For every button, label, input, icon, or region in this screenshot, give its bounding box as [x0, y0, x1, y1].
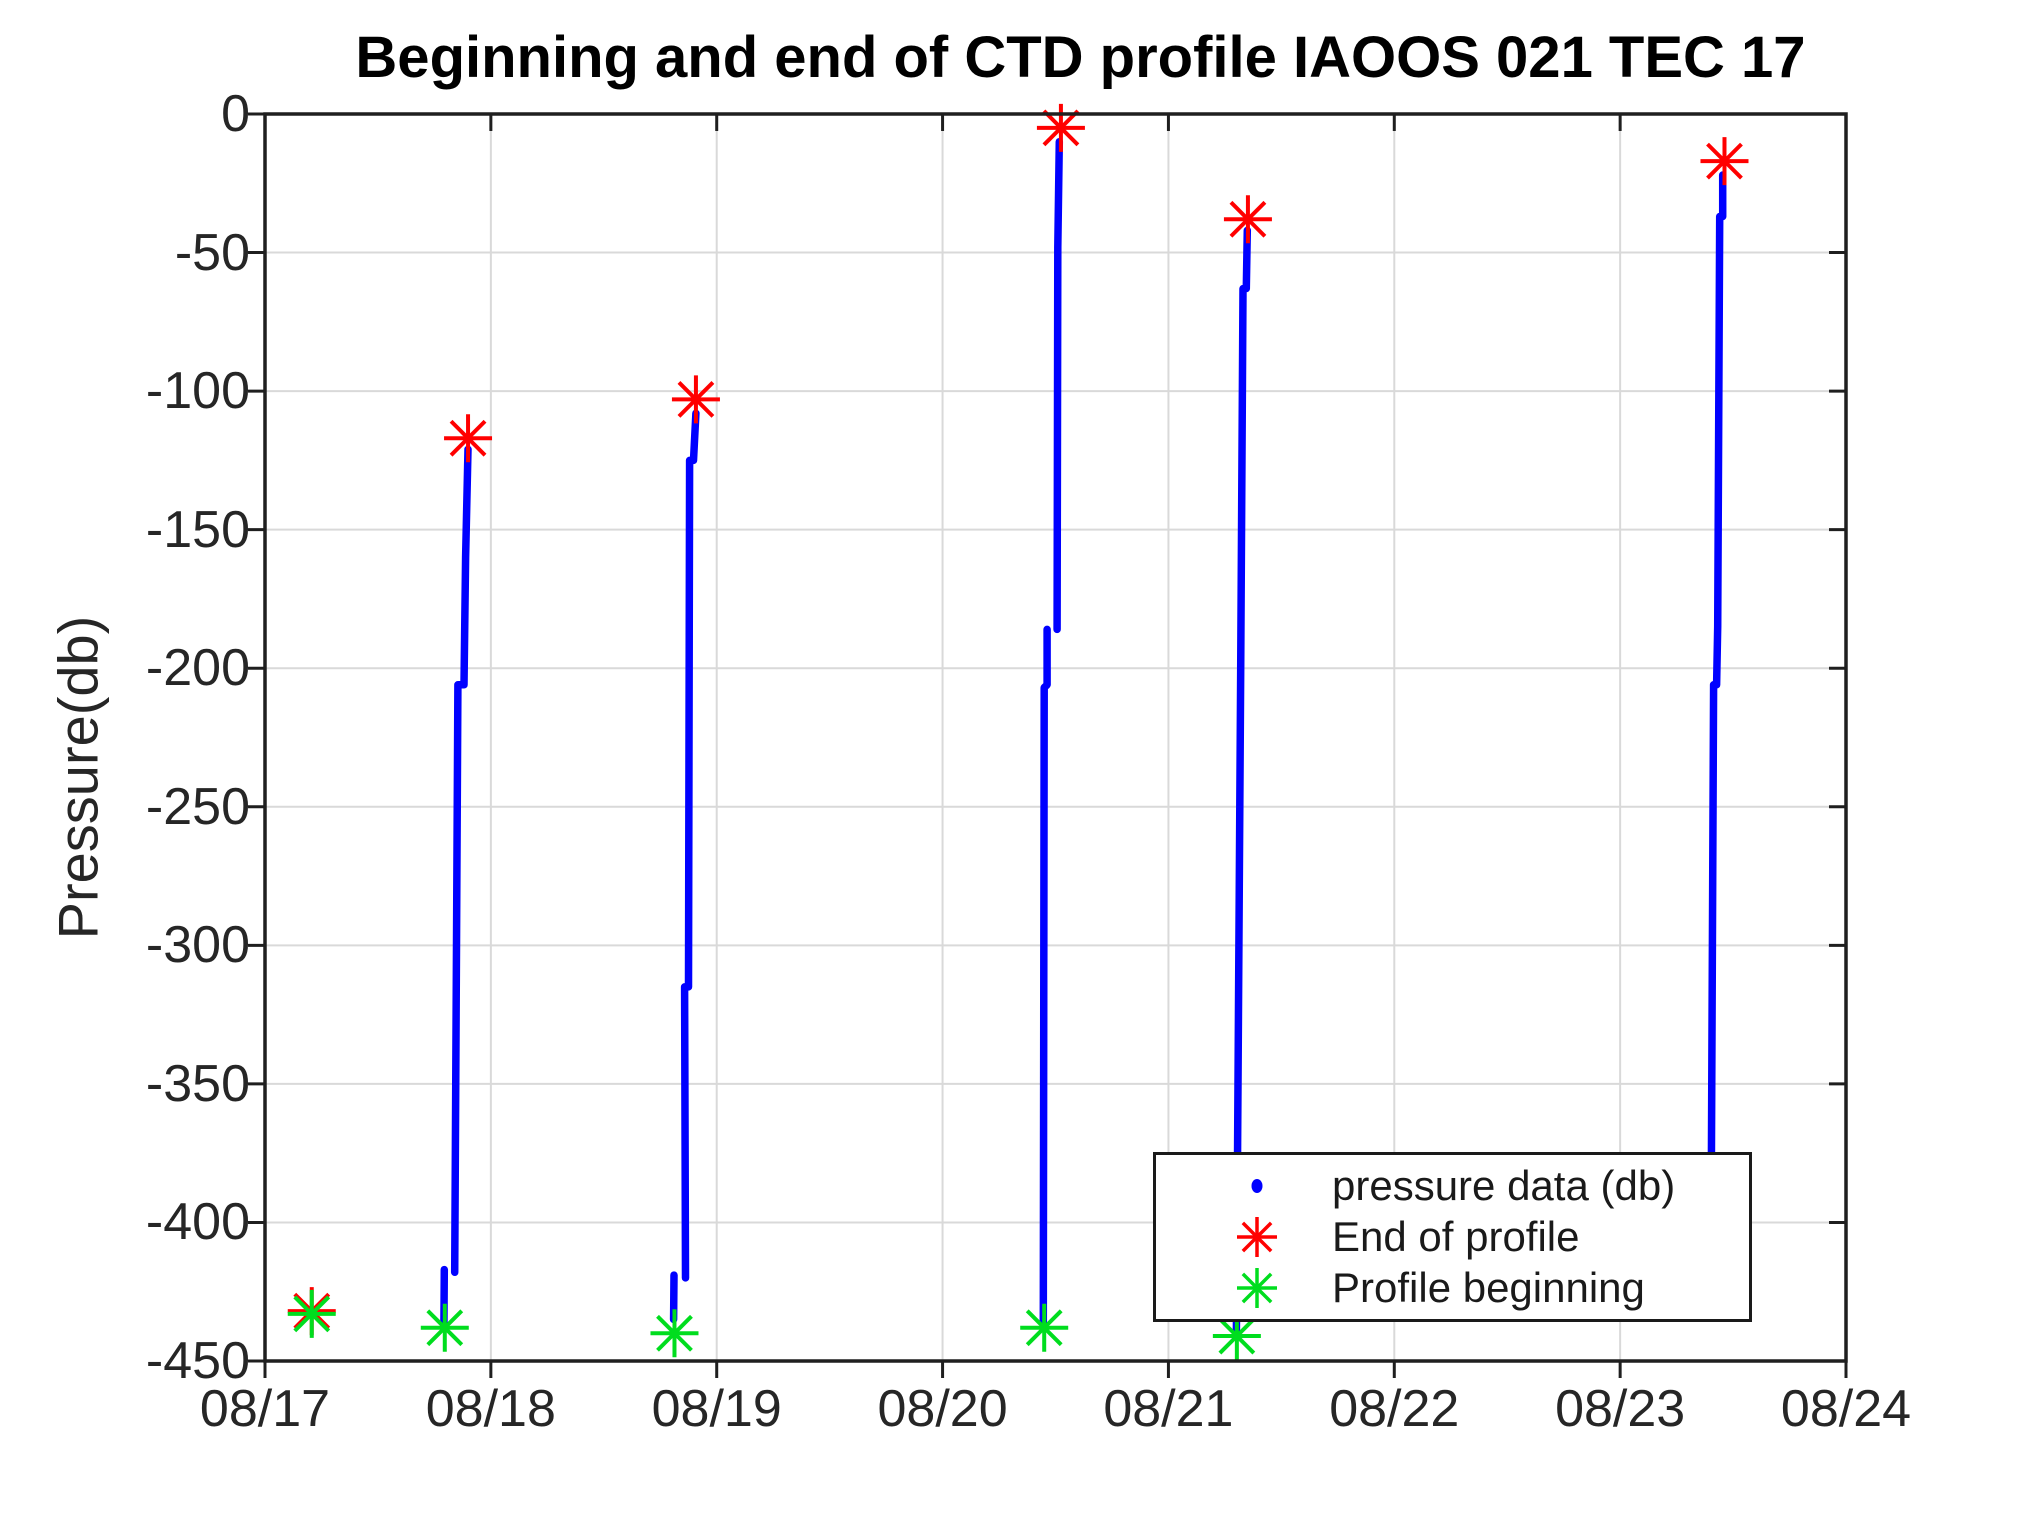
y-tick-label: -350 — [145, 1054, 250, 1113]
legend-item: Profile beginning — [1156, 1263, 1749, 1313]
x-tick-label: 08/24 — [1780, 1380, 1912, 1438]
asterisk-marker — [1020, 1303, 1069, 1352]
dot-marker-icon — [1251, 1179, 1263, 1194]
y-tick-label: -200 — [145, 639, 250, 698]
y-tick-label: 0 — [221, 85, 250, 143]
x-tick-label: 08/21 — [1103, 1380, 1234, 1438]
legend-item-label: End of profile — [1332, 1212, 1580, 1260]
y-tick-label: -400 — [145, 1193, 250, 1252]
legend-item: End of profile — [1156, 1212, 1749, 1262]
chart-title: Beginning and end of CTD profile IAOOS 0… — [355, 25, 1806, 90]
asterisk-marker — [444, 414, 493, 463]
y-axis-label: Pressure(db) — [46, 615, 110, 940]
x-tick-label: 08/20 — [877, 1380, 1008, 1438]
asterisk-marker — [650, 1309, 699, 1358]
asterisk-marker — [1223, 195, 1272, 244]
legend: pressure data (db) End of profile Profil… — [1153, 1152, 1752, 1322]
x-tick-label: 08/19 — [651, 1380, 782, 1438]
asterisk-marker — [287, 1289, 336, 1338]
y-tick-label: -450 — [145, 1332, 250, 1390]
asterisk-marker — [671, 375, 720, 424]
x-tick-label: 08/17 — [199, 1380, 331, 1438]
legend-item: pressure data (db) — [1156, 1161, 1749, 1211]
green-asterisk-marker-icon — [1237, 1267, 1277, 1308]
x-tick-label: 08/23 — [1555, 1380, 1686, 1438]
y-tick-label: -250 — [145, 777, 250, 836]
legend-item-label: pressure data (db) — [1332, 1162, 1676, 1210]
y-tick-label: -300 — [145, 916, 250, 975]
y-tick-label: -150 — [145, 500, 250, 559]
x-tick-label: 08/18 — [425, 1380, 556, 1438]
y-tick-label: -50 — [174, 223, 250, 282]
asterisk-marker — [1700, 137, 1749, 186]
x-tick-label: 08/22 — [1329, 1380, 1460, 1438]
asterisk-marker — [1036, 103, 1085, 152]
red-asterisk-marker-icon — [1237, 1216, 1277, 1257]
y-tick-label: -100 — [145, 362, 250, 421]
legend-item-label: Profile beginning — [1332, 1263, 1645, 1311]
asterisk-marker — [420, 1303, 469, 1352]
